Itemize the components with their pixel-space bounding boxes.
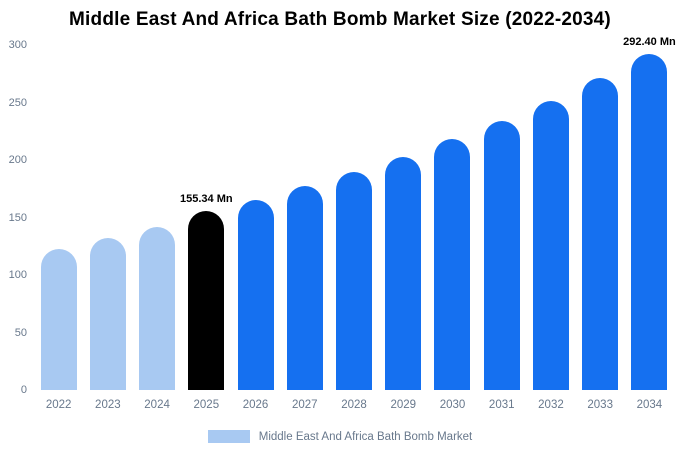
bar-value-label-2025: 155.34 Mn (180, 193, 233, 206)
plot-area: 155.34 Mn 292.40 Mn (34, 36, 676, 390)
bar-2031 (483, 120, 520, 390)
legend: Middle East And Africa Bath Bomb Market (0, 430, 680, 443)
x-tick-2027: 2027 (291, 399, 318, 411)
bar-value-label-2034: 292.40 Mn (623, 35, 676, 48)
bar-column-2029 (379, 45, 428, 390)
y-tick-200: 200 (8, 154, 27, 166)
y-tick-250: 250 (8, 96, 27, 109)
x-tick-2026: 2026 (242, 399, 269, 411)
x-tick-2032: 2032 (538, 399, 564, 411)
x-tick-2023: 2023 (95, 399, 121, 411)
bar-column-2028 (329, 45, 378, 390)
x-axis: 2022 2023 2024 2025 2026 2027 2028 2029 2030 2031… (34, 399, 674, 411)
bar-2029 (385, 156, 422, 390)
x-tick-2028: 2028 (341, 399, 367, 411)
x-tick-2025: 2025 (193, 399, 220, 411)
y-axis: 0 50 100 150 200 250 300 (0, 0, 30, 450)
bar-column-2025: 155.34 Mn (180, 45, 233, 390)
bar-2028 (336, 171, 373, 390)
bar-2030 (434, 139, 471, 390)
bar-column-2033 (576, 45, 625, 390)
legend-label: Middle East And Africa Bath Bomb Market (258, 430, 473, 443)
bar-column-2022 (34, 45, 83, 390)
bar-2032 (532, 101, 569, 390)
bar-column-2030 (428, 45, 477, 390)
x-tick-2034: 2034 (636, 399, 663, 411)
bar-2026 (237, 200, 274, 390)
legend-swatch (207, 430, 250, 443)
x-tick-2029: 2029 (390, 399, 417, 411)
chart-title: Middle East And Africa Bath Bomb Market … (69, 9, 611, 30)
x-tick-2031: 2031 (488, 399, 515, 411)
y-tick-150: 150 (8, 211, 27, 224)
bar-2024 (139, 226, 176, 390)
bar-column-2027 (280, 45, 329, 390)
bar-2034 (631, 53, 668, 390)
x-tick-2033: 2033 (587, 399, 613, 411)
bar-2025 (188, 211, 225, 390)
x-tick-2030: 2030 (439, 399, 466, 411)
bar-column-2031 (477, 45, 526, 390)
y-tick-100: 100 (8, 269, 27, 281)
bar-2033 (582, 78, 619, 390)
y-tick-0: 0 (20, 384, 27, 396)
bar-column-2024 (132, 45, 181, 390)
x-tick-2022: 2022 (45, 399, 72, 411)
bar-2023 (89, 238, 126, 390)
y-tick-50: 50 (14, 326, 27, 339)
x-tick-2024: 2024 (144, 399, 170, 411)
bar-2022 (40, 248, 77, 390)
bar-column-2032 (526, 45, 575, 390)
bar-column-2026 (231, 45, 280, 390)
bar-column-2034: 292.40 Mn (623, 36, 676, 390)
bar-column-2023 (83, 45, 132, 390)
bar-2027 (286, 186, 323, 390)
y-tick-300: 300 (8, 39, 27, 51)
